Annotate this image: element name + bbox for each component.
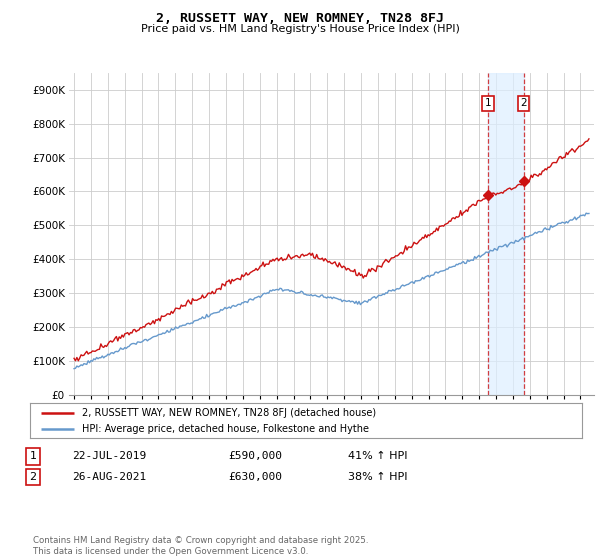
Text: HPI: Average price, detached house, Folkestone and Hythe: HPI: Average price, detached house, Folk… — [82, 424, 370, 434]
Text: £590,000: £590,000 — [228, 451, 282, 461]
Text: 26-AUG-2021: 26-AUG-2021 — [72, 472, 146, 482]
Text: Contains HM Land Registry data © Crown copyright and database right 2025.
This d: Contains HM Land Registry data © Crown c… — [33, 536, 368, 556]
Text: Price paid vs. HM Land Registry's House Price Index (HPI): Price paid vs. HM Land Registry's House … — [140, 24, 460, 34]
Text: 1: 1 — [485, 99, 491, 108]
Text: 41% ↑ HPI: 41% ↑ HPI — [348, 451, 407, 461]
Text: 2: 2 — [520, 99, 527, 108]
Text: 2: 2 — [29, 472, 37, 482]
Text: 22-JUL-2019: 22-JUL-2019 — [72, 451, 146, 461]
Bar — [488, 73, 524, 395]
Text: 1: 1 — [29, 451, 37, 461]
Text: £630,000: £630,000 — [228, 472, 282, 482]
Text: 38% ↑ HPI: 38% ↑ HPI — [348, 472, 407, 482]
Text: 2, RUSSETT WAY, NEW ROMNEY, TN28 8FJ: 2, RUSSETT WAY, NEW ROMNEY, TN28 8FJ — [156, 12, 444, 25]
Text: 2, RUSSETT WAY, NEW ROMNEY, TN28 8FJ (detached house): 2, RUSSETT WAY, NEW ROMNEY, TN28 8FJ (de… — [82, 408, 377, 418]
